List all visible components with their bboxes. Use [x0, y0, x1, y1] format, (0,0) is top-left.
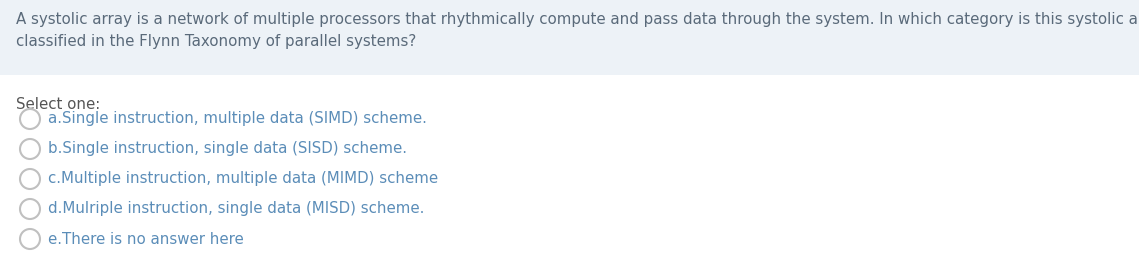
Text: b.Single instruction, single data (SISD) scheme.: b.Single instruction, single data (SISD)…	[48, 141, 407, 157]
Circle shape	[21, 229, 40, 249]
Text: A systolic array is a network of multiple processors that rhythmically compute a: A systolic array is a network of multipl…	[16, 12, 1139, 27]
Text: e.There is no answer here: e.There is no answer here	[48, 232, 244, 246]
Text: c.Multiple instruction, multiple data (MIMD) scheme: c.Multiple instruction, multiple data (M…	[48, 171, 439, 186]
Circle shape	[21, 169, 40, 189]
FancyBboxPatch shape	[0, 0, 1139, 75]
Circle shape	[21, 199, 40, 219]
Text: d.Mulriple instruction, single data (MISD) scheme.: d.Mulriple instruction, single data (MIS…	[48, 202, 425, 216]
Text: classified in the Flynn Taxonomy of parallel systems?: classified in the Flynn Taxonomy of para…	[16, 34, 416, 49]
Circle shape	[21, 109, 40, 129]
Circle shape	[21, 139, 40, 159]
Text: Select one:: Select one:	[16, 97, 100, 112]
Text: a.Single instruction, multiple data (SIMD) scheme.: a.Single instruction, multiple data (SIM…	[48, 111, 427, 127]
